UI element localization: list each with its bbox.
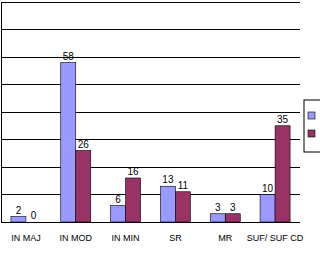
- grid-line: [1, 112, 300, 113]
- legend: [304, 100, 320, 152]
- x-tick-label: SUF/ SUF CD: [247, 233, 304, 243]
- data-label: 2: [16, 205, 22, 216]
- data-label: 16: [128, 166, 140, 177]
- x-tick-label: SR: [169, 233, 182, 243]
- bars: [11, 63, 290, 223]
- x-axis: [1, 222, 300, 223]
- bar: [76, 151, 91, 223]
- bar: [111, 206, 126, 223]
- x-tick-label: IN MAJ: [11, 233, 41, 243]
- bar: [61, 63, 76, 223]
- bar: [210, 214, 225, 222]
- bar: [175, 192, 190, 222]
- chart-container: 2 58 6 13 3 10 0 26 16 11 3 35 IN MAJ IN MOD IN MIN SR M…: [0, 0, 320, 260]
- legend-box: [304, 100, 320, 152]
- grid-line: [1, 222, 300, 223]
- grid-line: [1, 84, 300, 85]
- y-axis: [1, 2, 2, 222]
- bar: [126, 178, 141, 222]
- data-label: 13: [162, 174, 174, 185]
- chart-svg: 2 58 6 13 3 10 0 26 16 11 3 35 IN MAJ IN MOD IN MIN SR M…: [0, 0, 320, 260]
- bar: [225, 214, 240, 222]
- data-label: 0: [31, 210, 37, 221]
- data-label: 58: [63, 51, 75, 62]
- grid-line: [1, 167, 300, 168]
- data-label: 10: [262, 183, 274, 194]
- grid-line: [1, 29, 300, 30]
- data-label: 6: [115, 194, 121, 205]
- data-label: 11: [178, 180, 189, 191]
- bar: [275, 126, 290, 222]
- grid-line: [1, 57, 300, 58]
- data-label: 35: [277, 114, 289, 125]
- bar: [11, 217, 26, 223]
- data-label: 3: [230, 202, 236, 213]
- labels: 2 58 6 13 3 10 0 26 16 11 3 35: [16, 51, 289, 222]
- data-label: 3: [215, 202, 221, 213]
- x-tick-label: MR: [218, 233, 232, 243]
- legend-swatch: [308, 112, 315, 119]
- grid-line: [1, 139, 300, 140]
- grid-line: [1, 194, 300, 195]
- x-tick-label: IN MOD: [60, 233, 93, 243]
- legend-swatch: [308, 130, 315, 137]
- bar: [160, 186, 175, 222]
- grid-line: [1, 2, 300, 3]
- bar: [26, 222, 41, 223]
- bar: [260, 195, 275, 223]
- x-tick-label: IN MIN: [112, 233, 140, 243]
- data-label: 26: [78, 139, 90, 150]
